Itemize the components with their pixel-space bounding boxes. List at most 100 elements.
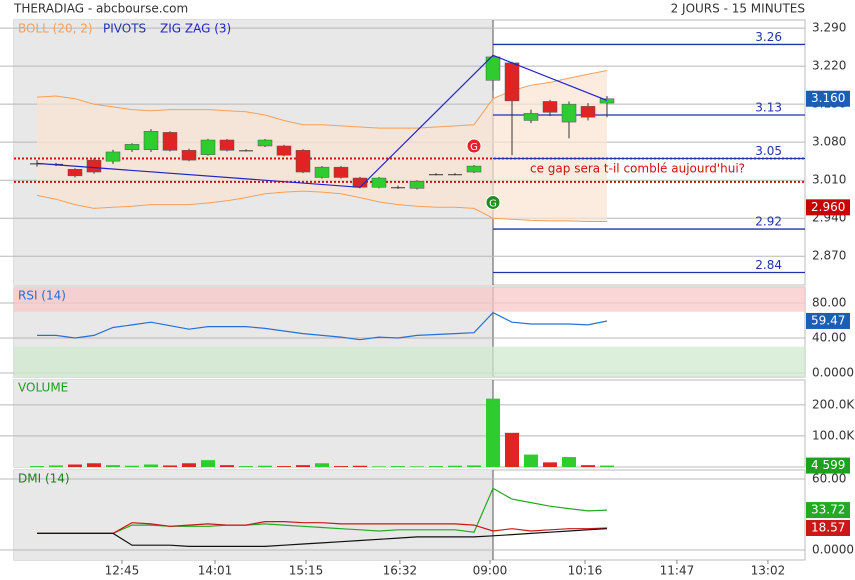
volume-bar (467, 465, 482, 467)
panel-label: DMI (14) (18, 472, 70, 486)
gap-annotation: ce gap sera t-il comblé aujourd'hui? (530, 162, 745, 176)
signal-label: G (489, 198, 497, 209)
y-tick-label: 0.0000 (812, 365, 854, 379)
y-tick-label: 3.010 (812, 173, 846, 187)
signal-marker (485, 194, 501, 210)
y-tick-label: 3.080 (812, 135, 846, 149)
volume-bar (524, 454, 539, 467)
volume-bar (391, 466, 406, 467)
pivot-label: 2.84 (755, 258, 782, 272)
pivot-label: 2.92 (755, 215, 782, 229)
y-tick-label: 3.290 (812, 21, 846, 35)
candle-body (143, 131, 159, 151)
y-tick-label: 100.0K (812, 428, 855, 442)
pivot-label: 3.13 (755, 101, 782, 115)
dmi-line (37, 520, 608, 535)
y-tick-label: 60.00 (812, 471, 846, 485)
volume-bar (353, 465, 368, 467)
legend-entry: BOLL (20, 2) (18, 22, 93, 36)
marker-price-box (806, 199, 850, 216)
candle-body (561, 103, 577, 123)
candle-body (200, 139, 216, 155)
last-price-box (806, 90, 850, 107)
x-tick-label: 11:47 (660, 564, 695, 578)
legend-entry: PIVOTS (103, 22, 146, 36)
candle-body (504, 62, 520, 102)
candle-body (67, 169, 83, 177)
volume-bar (105, 465, 120, 467)
candle-body (580, 106, 596, 118)
candle-body (162, 132, 178, 151)
legend-entry: ZIG ZAG (3) (160, 22, 231, 36)
volume-bar (162, 465, 177, 467)
candle-body (391, 187, 406, 189)
volume-bar (257, 465, 272, 467)
panel-label: RSI (14) (18, 289, 66, 303)
session-shade (14, 470, 494, 560)
last-rsi-text: 59.47 (811, 313, 845, 327)
candle-body (466, 165, 482, 173)
last-dmi-box (806, 502, 850, 519)
candle-body (105, 151, 121, 162)
candle-body (257, 139, 273, 147)
volume-bar (581, 465, 596, 467)
session-shade (14, 380, 494, 467)
volume-bar (219, 465, 234, 467)
volume-bar (181, 463, 196, 467)
candle-body (86, 159, 102, 173)
dmi-line (37, 487, 608, 535)
band-lower (36, 190, 607, 222)
volume-bar (600, 465, 615, 467)
volume-bar (372, 466, 387, 467)
signal-marker (466, 138, 482, 154)
zone-high (14, 287, 805, 312)
pivot-label: 3.26 (755, 30, 782, 44)
candle-body (314, 166, 330, 178)
volume-bar (67, 464, 82, 467)
y-tick-label: 0.0000 (812, 542, 854, 556)
volume-bar (486, 398, 501, 467)
volume-bar (505, 432, 520, 467)
candle-body (333, 166, 349, 178)
panel-label: VOLUME (18, 381, 68, 395)
candle-body (238, 150, 253, 152)
y-tick-label: 2.870 (812, 249, 846, 263)
candle-body (448, 174, 463, 176)
x-tick-label: 15:15 (289, 564, 324, 578)
volume-bar (200, 460, 215, 467)
y-tick-label: 200.0K (812, 397, 855, 411)
last-dmi-text: 18.57 (811, 520, 845, 534)
x-tick-label: 16:32 (383, 564, 418, 578)
zigzag-line (36, 54, 608, 188)
x-tick-label: 09:00 (473, 564, 508, 578)
period: 2 JOURS - 15 MINUTES (671, 2, 805, 16)
last-dmi-box (806, 519, 850, 536)
candle-body (485, 56, 501, 81)
last-rsi-box (806, 312, 850, 329)
candle-body (371, 177, 387, 188)
volume-bar (29, 466, 44, 467)
candle-body (295, 150, 311, 173)
last-price-text: 3.160 (811, 91, 845, 105)
pivot-label: 3.05 (755, 144, 782, 158)
last-volume-box (806, 457, 850, 474)
volume-bar (86, 463, 101, 467)
x-tick-label: 14:01 (198, 564, 233, 578)
y-tick-label: 40.00 (812, 330, 846, 344)
band-fill (37, 70, 607, 222)
volume-bar (334, 466, 349, 467)
volume-bar (315, 463, 330, 467)
volume-bar (562, 457, 577, 467)
candle-body (542, 101, 558, 113)
volume-bar (543, 462, 558, 467)
volume-bar (448, 465, 463, 467)
volume-bar (124, 465, 139, 467)
candle-body (523, 113, 539, 121)
volume-bar (277, 466, 292, 467)
y-tick-label: 80.00 (812, 296, 846, 310)
volume-bar (238, 466, 253, 467)
x-tick-label: 13:02 (751, 564, 786, 578)
candle-body (409, 181, 425, 189)
volume-bar (429, 466, 444, 467)
